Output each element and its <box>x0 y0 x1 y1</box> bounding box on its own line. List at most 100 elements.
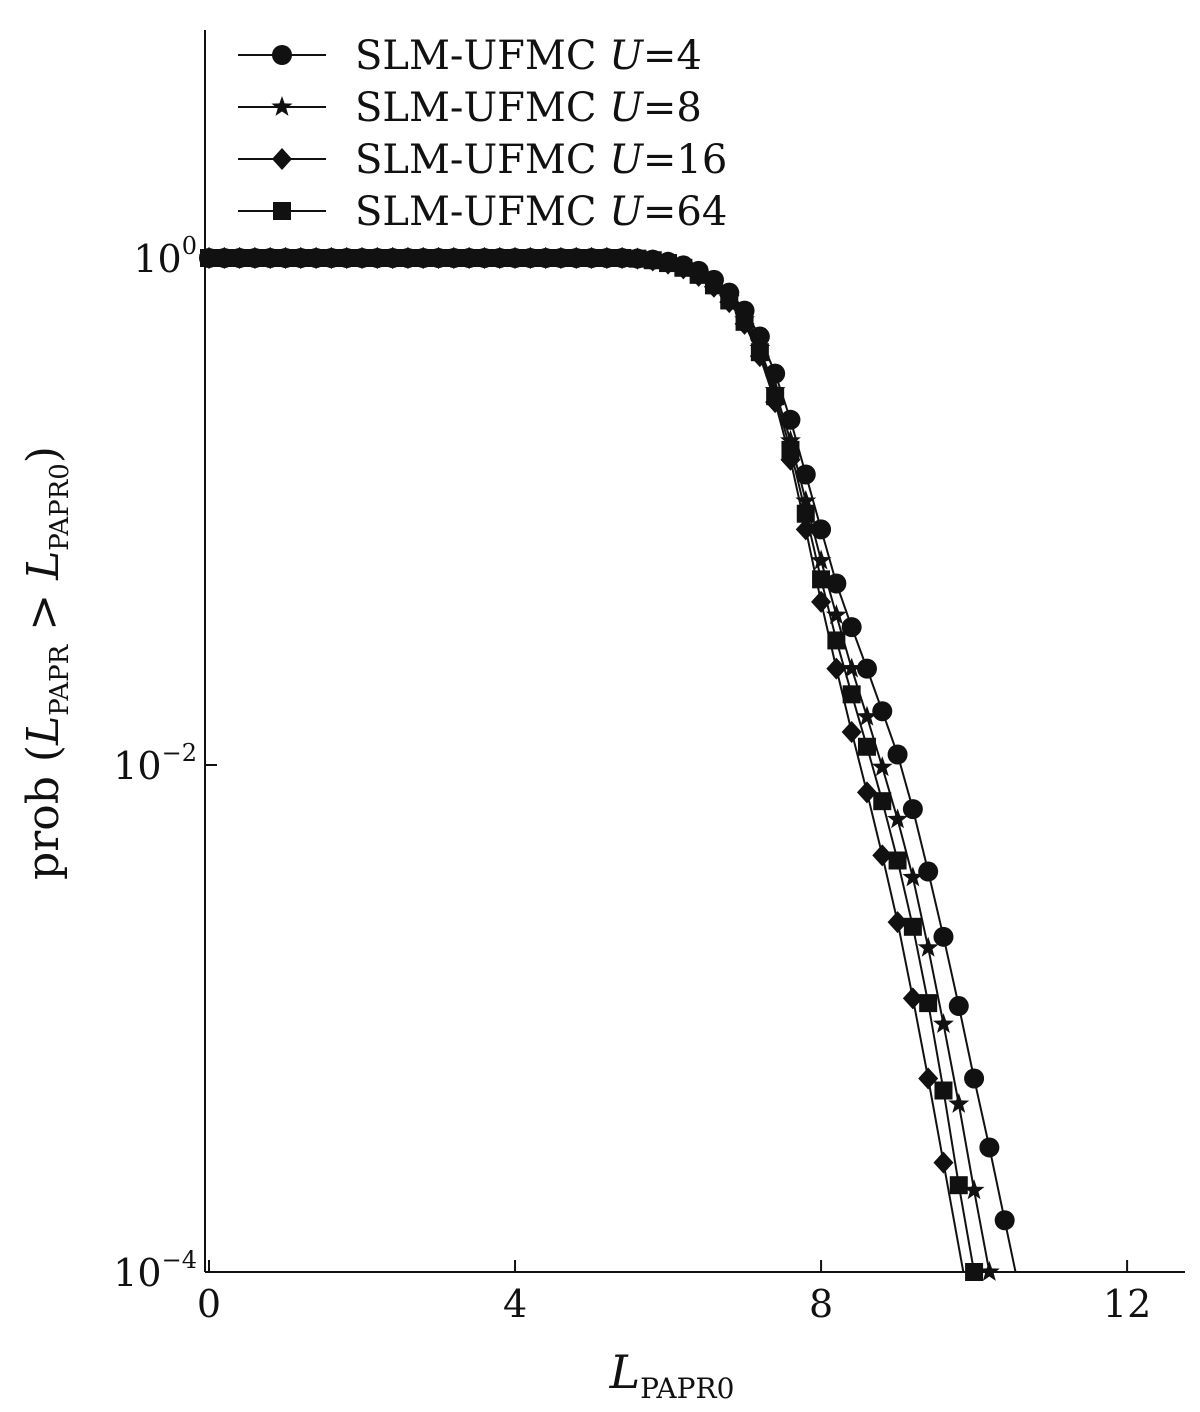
data-point <box>903 917 922 936</box>
data-point <box>597 249 616 267</box>
data-point <box>918 861 939 882</box>
data-point <box>200 249 218 267</box>
data-point <box>919 994 938 1013</box>
x-tick-label: 4 <box>503 1282 527 1326</box>
data-point <box>780 429 801 450</box>
data-point <box>796 504 815 523</box>
data-point <box>215 249 234 267</box>
data-point <box>766 387 785 406</box>
data-point <box>307 249 326 267</box>
x-tick-label: 8 <box>809 1282 833 1326</box>
data-point <box>888 851 907 870</box>
data-point <box>933 1151 954 1174</box>
data-point <box>825 604 847 625</box>
data-point <box>902 987 923 1010</box>
data-point <box>291 249 310 267</box>
legend-label: SLM-UFMC U=16 <box>355 137 727 183</box>
x-axis-label: LPAPR0 <box>609 1345 735 1405</box>
data-point <box>887 911 908 934</box>
data-point <box>887 744 908 765</box>
data-point <box>444 249 463 267</box>
data-point <box>506 249 525 267</box>
data-point <box>826 573 847 594</box>
series-line <box>209 257 1006 1221</box>
data-point <box>582 249 601 267</box>
data-point <box>933 1013 954 1033</box>
data-point <box>841 657 863 678</box>
data-point <box>917 936 939 957</box>
data-point <box>720 291 739 310</box>
data-point <box>551 249 570 267</box>
series-2 <box>199 247 965 1273</box>
legend-entry: SLM-UFMC U=64 <box>238 189 727 235</box>
data-point <box>659 254 678 273</box>
data-point <box>827 631 846 650</box>
data-point <box>750 343 769 362</box>
data-point <box>490 249 509 267</box>
data-point <box>994 1210 1015 1231</box>
legend-label: SLM-UFMC U=8 <box>355 85 702 131</box>
series-0 <box>199 248 1017 1273</box>
data-point <box>613 249 632 267</box>
series-layer <box>198 247 1017 1281</box>
legend: SLM-UFMC U=4 SLM-UFMC U=8 SLM-UFMC U=16 SLM… <box>238 33 727 235</box>
data-point <box>841 617 862 638</box>
legend-marker <box>272 45 292 65</box>
data-point <box>628 249 647 268</box>
data-point <box>795 490 817 510</box>
data-point <box>383 249 402 267</box>
data-point <box>230 249 249 267</box>
legend-entry: SLM-UFMC U=8 <box>238 85 702 131</box>
y-tick-label: 100 <box>133 232 197 281</box>
data-point <box>368 249 387 267</box>
data-point <box>887 808 908 829</box>
legend-label: SLM-UFMC U=4 <box>355 33 702 79</box>
data-point <box>857 737 876 756</box>
series-3 <box>200 249 984 1281</box>
data-point <box>918 1067 939 1090</box>
legend-marker <box>273 202 291 220</box>
data-point <box>872 844 893 867</box>
data-point <box>245 249 264 267</box>
data-point <box>261 249 280 267</box>
series-1 <box>198 247 1000 1281</box>
data-point <box>949 1176 968 1195</box>
x-tick-label: 12 <box>1103 1282 1151 1326</box>
data-point <box>811 519 832 540</box>
data-point <box>948 1093 970 1113</box>
x-tick-label: 0 <box>197 1282 221 1326</box>
legend-label: SLM-UFMC U=64 <box>355 189 727 235</box>
axes: 0 4 8 12 100 10−2 10−4 LPAPR0 prob (LPAPR > LPAP… <box>18 30 1185 1405</box>
data-point <box>781 440 800 459</box>
data-point <box>337 249 356 267</box>
data-point <box>812 570 831 589</box>
data-point <box>567 249 586 267</box>
data-point <box>978 1261 1000 1281</box>
data-point <box>735 312 754 331</box>
data-point <box>826 657 847 680</box>
legend-entry: SLM-UFMC U=16 <box>238 137 727 183</box>
data-point <box>871 756 893 777</box>
data-point <box>856 781 877 804</box>
data-point <box>276 249 295 267</box>
data-point <box>873 792 892 811</box>
data-point <box>964 1068 985 1089</box>
data-point <box>704 276 723 295</box>
data-point <box>521 249 540 267</box>
series-line <box>209 257 945 1163</box>
y-axis-label: prob (LPAPR > LPAPR0) <box>18 446 75 880</box>
data-point <box>429 249 448 267</box>
data-point <box>842 685 861 704</box>
data-point <box>475 249 494 267</box>
data-point <box>353 249 372 267</box>
data-point <box>689 265 708 284</box>
y-tick-label: 10−2 <box>113 739 197 788</box>
data-point <box>841 720 862 743</box>
data-point <box>948 996 969 1017</box>
data-point <box>674 258 693 277</box>
data-point <box>933 926 954 947</box>
data-point <box>460 249 479 267</box>
data-point <box>965 1263 984 1281</box>
data-point <box>902 866 924 887</box>
